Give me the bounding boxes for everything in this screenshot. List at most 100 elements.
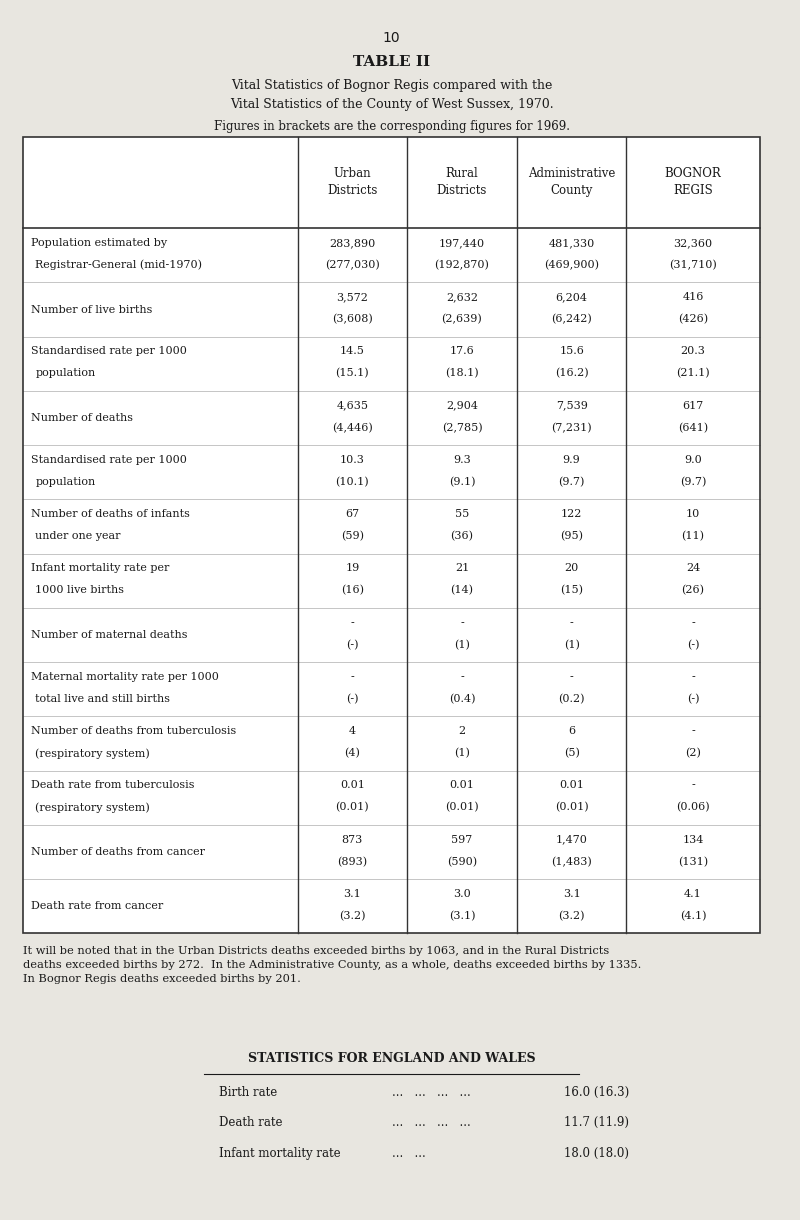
Text: STATISTICS FOR ENGLAND AND WALES: STATISTICS FOR ENGLAND AND WALES [248,1052,535,1065]
Text: Number of deaths of infants: Number of deaths of infants [31,509,190,520]
Text: 7,539: 7,539 [556,400,587,411]
Text: (131): (131) [678,856,708,867]
Text: 9.0: 9.0 [684,455,702,465]
Text: (7,231): (7,231) [551,422,592,433]
Text: (-): (-) [346,639,358,650]
Text: 617: 617 [682,400,704,411]
Text: 55: 55 [455,509,469,520]
Text: It will be noted that in the Urban Districts deaths exceeded births by 1063, and: It will be noted that in the Urban Distr… [23,946,642,983]
Bar [23,137,759,933]
Text: (18.1): (18.1) [445,368,478,378]
Text: Birth rate: Birth rate [219,1086,278,1099]
Text: population: population [35,477,95,487]
Text: -: - [460,672,464,682]
Text: 19: 19 [346,564,359,573]
Text: 6: 6 [568,726,575,736]
Text: Rural
Districts: Rural Districts [437,167,487,198]
Text: (3.2): (3.2) [558,911,585,921]
Text: Standardised rate per 1000: Standardised rate per 1000 [31,455,187,465]
Text: (192,870): (192,870) [434,260,490,270]
Text: Number of deaths: Number of deaths [31,414,134,423]
Text: 481,330: 481,330 [549,238,594,248]
Text: (59): (59) [341,531,364,542]
Text: BOGNOR
REGIS: BOGNOR REGIS [665,167,722,198]
Text: 873: 873 [342,834,363,844]
Text: (9.1): (9.1) [449,477,475,487]
Text: (15): (15) [560,586,583,595]
Text: Death rate: Death rate [219,1116,282,1130]
Text: 122: 122 [561,509,582,520]
Text: 283,890: 283,890 [330,238,375,248]
Text: (-): (-) [346,694,358,704]
Text: ...   ...   ...   ...: ... ... ... ... [391,1086,470,1099]
Text: Death rate from cancer: Death rate from cancer [31,902,163,911]
Text: (1,483): (1,483) [551,856,592,867]
Text: -: - [691,617,695,627]
Text: (-): (-) [686,694,699,704]
Text: -: - [350,672,354,682]
Text: (0.01): (0.01) [445,803,478,813]
Text: 9.3: 9.3 [453,455,471,465]
Text: (893): (893) [338,856,367,867]
Text: 24: 24 [686,564,700,573]
Text: ...   ...: ... ... [391,1147,426,1160]
Text: Maternal mortality rate per 1000: Maternal mortality rate per 1000 [31,672,219,682]
Text: 17.6: 17.6 [450,346,474,356]
Text: 2: 2 [458,726,466,736]
Text: 1,470: 1,470 [556,834,587,844]
Text: -: - [570,672,574,682]
Text: (3.2): (3.2) [339,911,366,921]
Text: (16.2): (16.2) [554,368,589,378]
Text: 0.01: 0.01 [340,781,365,791]
Text: 1000 live births: 1000 live births [35,586,124,595]
Text: Urban
Districts: Urban Districts [327,167,378,198]
Text: 2,632: 2,632 [446,292,478,303]
Text: (0.4): (0.4) [449,694,475,704]
Text: 32,360: 32,360 [674,238,713,248]
Text: 20: 20 [565,564,578,573]
Text: 134: 134 [682,834,704,844]
Text: (11): (11) [682,531,705,542]
Text: (15.1): (15.1) [335,368,369,378]
Text: -: - [570,617,574,627]
Text: -: - [350,617,354,627]
Text: (0.06): (0.06) [676,803,710,813]
Text: -: - [691,726,695,736]
Text: (95): (95) [560,531,583,542]
Text: 3.0: 3.0 [453,889,471,899]
Text: -: - [691,781,695,791]
Text: under one year: under one year [35,531,121,542]
Text: (2,785): (2,785) [442,422,482,433]
Text: Registrar-General (mid-1970): Registrar-General (mid-1970) [35,260,202,271]
Text: Number of deaths from tuberculosis: Number of deaths from tuberculosis [31,726,237,736]
Text: 4.1: 4.1 [684,889,702,899]
Text: Infant mortality rate: Infant mortality rate [219,1147,341,1160]
Text: 18.0 (18.0): 18.0 (18.0) [564,1147,629,1160]
Text: 3.1: 3.1 [562,889,581,899]
Text: 0.01: 0.01 [450,781,474,791]
Text: (0.01): (0.01) [554,803,589,813]
Text: Vital Statistics of the County of West Sussex, 1970.: Vital Statistics of the County of West S… [230,98,554,111]
Text: 10: 10 [686,509,700,520]
Text: (4,446): (4,446) [332,422,373,433]
Text: Death rate from tuberculosis: Death rate from tuberculosis [31,781,195,791]
Text: (16): (16) [341,586,364,595]
Text: 14.5: 14.5 [340,346,365,356]
Text: -: - [691,672,695,682]
Text: 6,204: 6,204 [556,292,588,303]
Text: 21: 21 [455,564,469,573]
Text: ...   ...   ...   ...: ... ... ... ... [391,1116,470,1130]
Text: (590): (590) [447,856,477,867]
Text: 11.7 (11.9): 11.7 (11.9) [564,1116,629,1130]
Text: (3.1): (3.1) [449,911,475,921]
Text: (31,710): (31,710) [669,260,717,270]
Text: 9.9: 9.9 [562,455,581,465]
Text: 3,572: 3,572 [337,292,368,303]
Text: (3,608): (3,608) [332,314,373,325]
Text: population: population [35,368,95,378]
Text: Vital Statistics of Bognor Regis compared with the: Vital Statistics of Bognor Regis compare… [231,79,552,93]
Text: (9.7): (9.7) [680,477,706,487]
Text: total live and still births: total live and still births [35,694,170,704]
Text: (26): (26) [682,586,705,595]
Text: (0.01): (0.01) [335,803,369,813]
